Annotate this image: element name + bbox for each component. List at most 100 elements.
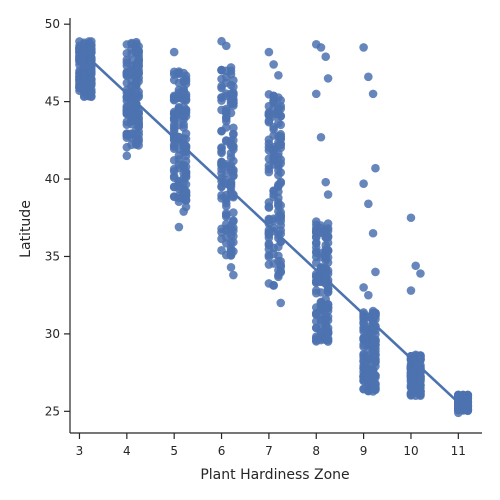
x-tick-label: 7 <box>265 444 273 458</box>
regression-line <box>88 57 469 413</box>
y-axis-label: Latitude <box>18 200 34 258</box>
x-tick-label: 6 <box>218 444 226 458</box>
scatter-point <box>134 90 143 100</box>
scatter-point <box>181 94 191 104</box>
scatter-point <box>264 167 274 177</box>
scatter-point <box>134 127 143 136</box>
scatter-point <box>316 288 326 297</box>
y-tick-label: 35 <box>45 249 60 263</box>
scatter-point <box>371 385 380 395</box>
x-tick-label: 4 <box>123 444 131 458</box>
scatter-point <box>371 340 380 350</box>
scatter-point <box>323 226 333 236</box>
scatter-point <box>359 179 368 188</box>
scatter-point <box>87 41 96 51</box>
scatter-point <box>276 140 286 150</box>
scatter-point <box>371 163 380 173</box>
scatter-point <box>276 268 286 277</box>
scatter-point <box>323 269 333 279</box>
scatter-point <box>181 151 191 161</box>
scatter-point <box>323 246 333 255</box>
scatter-point <box>269 60 278 69</box>
x-tick-label: 10 <box>403 444 418 458</box>
scatter-point <box>323 334 333 343</box>
scatter-point <box>229 82 238 92</box>
scatter-point <box>221 116 231 126</box>
y-tick-label: 40 <box>45 172 60 186</box>
scatter-point <box>181 180 191 189</box>
x-tick-label: 5 <box>170 444 178 458</box>
scatter-point <box>276 104 286 114</box>
scatter-point <box>368 228 378 238</box>
scatter-point <box>229 123 238 133</box>
scatter-point <box>359 283 368 292</box>
scatter-point <box>226 108 236 118</box>
scatter-point <box>134 55 143 65</box>
scatter-point <box>323 312 333 322</box>
scatter-point <box>276 257 286 266</box>
scatter-point <box>181 168 191 177</box>
scatter-point <box>323 288 333 297</box>
scatter-point <box>416 269 425 278</box>
scatter-point <box>229 99 238 108</box>
scatter-point <box>264 233 274 242</box>
scatter-point <box>169 47 179 57</box>
y-tick-label: 50 <box>45 17 60 31</box>
x-axis-ticks: 3 4 5 6 7 8 9 10 11 <box>76 433 466 458</box>
scatter-point <box>134 68 143 78</box>
scatter-point <box>264 203 274 212</box>
scatter-point <box>368 89 378 99</box>
scatter-point <box>221 201 231 211</box>
scatter-point <box>321 52 331 62</box>
scatter-point <box>276 211 286 221</box>
x-tick-label: 8 <box>312 444 320 458</box>
scatter-point <box>134 62 143 71</box>
scatter-point <box>181 129 191 138</box>
scatter-point <box>274 70 283 80</box>
x-tick-label: 11 <box>451 444 466 458</box>
x-tick-label: 9 <box>360 444 368 458</box>
scatter-point <box>416 375 425 385</box>
scatter-point <box>359 43 368 52</box>
scatter-point <box>134 108 143 118</box>
scatter-point <box>87 80 96 90</box>
scatter-point <box>181 71 191 81</box>
scatter-point <box>416 351 425 361</box>
scatter-point <box>229 270 238 280</box>
scatter-point <box>416 368 425 378</box>
scatter-point <box>371 267 380 277</box>
scatter-point <box>181 189 191 199</box>
scatter-point <box>229 226 238 236</box>
x-axis-label: Plant Hardiness Zone <box>200 467 349 483</box>
scatter-point <box>371 357 380 367</box>
y-tick-label: 45 <box>45 95 60 109</box>
scatter-point <box>264 47 274 57</box>
x-tick-label: 3 <box>76 444 84 458</box>
scatter-point <box>463 399 473 409</box>
scatter-point <box>134 76 143 86</box>
scatter-point <box>217 144 226 153</box>
scatter-point <box>226 263 236 272</box>
scatter-point <box>276 96 286 105</box>
scatter-point <box>463 393 473 403</box>
scatter-point <box>229 76 238 85</box>
scatter-point <box>221 41 231 51</box>
scatter-point <box>371 371 380 380</box>
scatter-point <box>323 219 333 228</box>
scatter-point <box>276 112 286 121</box>
scatter-point <box>321 177 331 187</box>
scatter-point <box>229 247 238 256</box>
scatter-point <box>181 202 191 212</box>
scatter-point <box>323 258 333 267</box>
scatter-point <box>229 129 238 139</box>
y-tick-label: 25 <box>45 404 60 418</box>
scatter-point <box>229 217 238 226</box>
scatter-point <box>454 408 463 418</box>
scatter-point <box>229 156 238 166</box>
scatter-point <box>411 261 421 271</box>
scatter-point <box>221 212 231 221</box>
y-axis-ticks: 25 30 35 40 45 50 <box>45 17 70 418</box>
scatter-point <box>276 178 286 188</box>
scatter-point <box>311 89 321 99</box>
scatter-point <box>269 125 278 134</box>
